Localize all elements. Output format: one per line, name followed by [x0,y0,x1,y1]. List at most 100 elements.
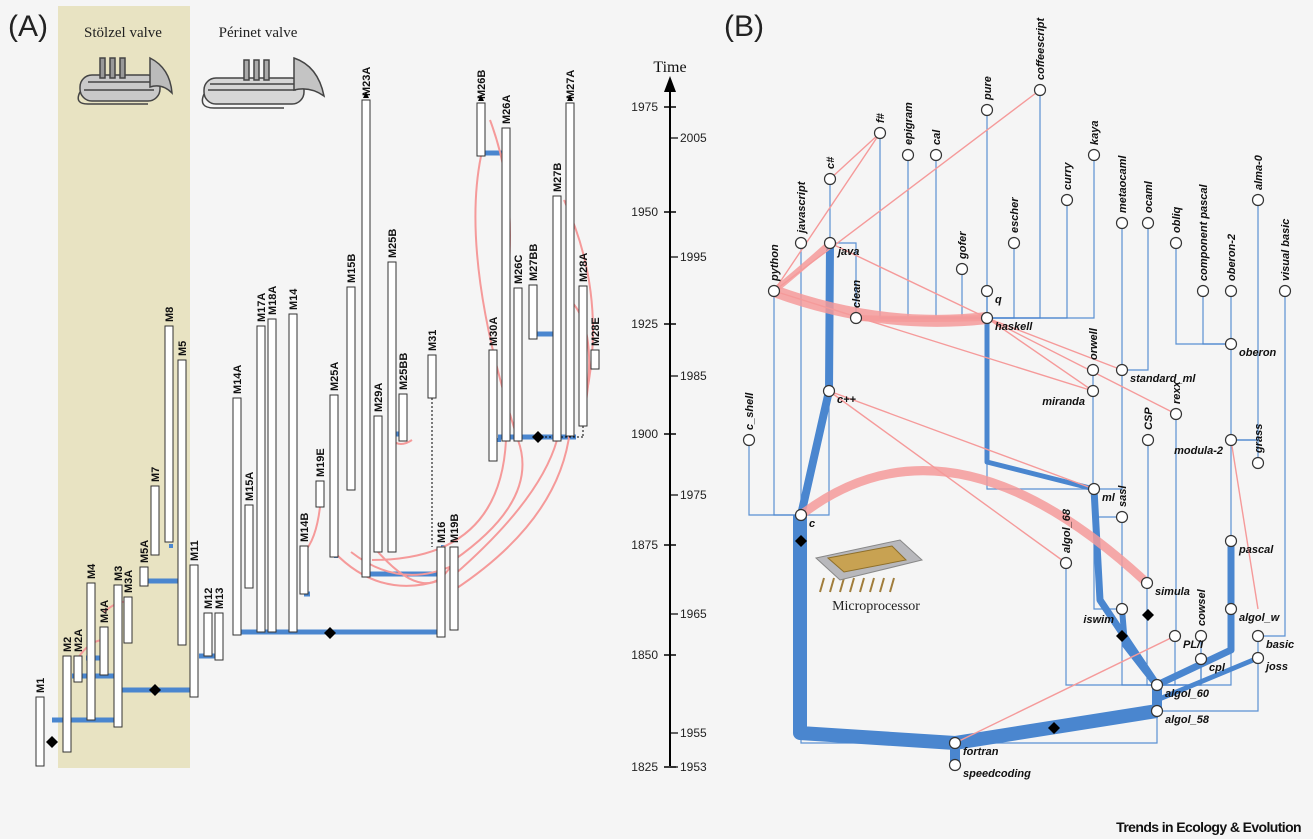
model-label-m14b: M14B [299,513,311,542]
model-bar-m30a [488,349,498,462]
tree-edge-16 [748,440,801,516]
node-c-shell [742,433,756,447]
model-bar-m16 [436,546,446,638]
model-label-m29a: M29A [373,383,385,412]
tree-edge-45 [1202,291,1231,345]
time-left-tick-6: 1825 [631,760,658,774]
lang-label-java: java [836,246,859,258]
lang-label-algol-w: algol_w [1239,612,1281,624]
trunk-4 [1155,541,1235,689]
transfer-thick-3 [855,315,988,322]
model-label-m26c: M26C [513,255,525,284]
model-label-m2: M2 [62,637,74,652]
panel-b-phylogeny: speedcoding fortran algol_58 algol_60 cpl jos… [742,17,1294,780]
node-c- [823,172,837,186]
model-bar-m4a [99,626,109,676]
model-label-m3a: M3A [123,570,135,593]
model-label-m8: M8 [164,307,176,322]
time-left-tick-0: 1975 [631,100,658,114]
innovation-diamond-a-0 [46,736,58,748]
model-bar-m23a [361,99,371,578]
model-label-m5a: M5A [139,540,151,563]
lang-label-ml: ml [1102,492,1116,504]
lang-label-basic: basic [1266,639,1294,651]
node-cpl [1194,652,1208,666]
transfer-thin-11 [1230,439,1259,610]
lang-label-alma-0: alma-0 [1253,154,1265,190]
lang-label-javascript: javascript [796,180,808,235]
node-sasl [1115,510,1129,524]
hybrid-curve-5 [377,551,455,585]
model-label-m23a: M23A [361,67,373,96]
tree-edge-4 [1157,658,1259,712]
lang-label-clean: clean [851,280,863,308]
node-c- [822,384,836,398]
lang-label-modula-2: modula-2 [1174,445,1223,457]
node-miranda [1086,384,1100,398]
model-bar-m14b [299,545,309,595]
model-label-m25b: M25B [387,229,399,258]
model-label-m28a: M28A [578,253,590,282]
node-standard-ml [1115,363,1129,377]
model-label-m27a: M27A [565,70,577,99]
lang-label-sasl: sasl [1117,485,1129,507]
model-label-m4a: M4A [99,600,111,623]
hybrid-curve-10 [371,439,507,561]
model-bar-m31 [427,354,437,399]
lang-label-speedcoding: speedcoding [963,768,1031,780]
model-bar-m27b [552,195,562,442]
model-bar-m18a [267,318,277,633]
transfer-thin-1 [773,89,1041,292]
transfer-thin-9 [773,290,1094,392]
model-label-m2a: M2A [73,629,85,652]
transfer-thin-4 [986,317,1094,392]
time-right-tick-4: 1965 [680,607,707,621]
tree-edge-41 [987,90,1041,319]
model-bar-m5a [139,566,149,587]
node-metaocaml [1115,216,1129,230]
panel-b-label: (B) [724,10,764,43]
innovation-diamond-b-2 [1116,630,1128,642]
lang-label-c-: c++ [837,394,857,406]
innovation-diamond-b-0 [795,535,807,547]
node-oberon [1224,337,1238,351]
node-obliq [1169,236,1183,250]
tree-edge-12 [1065,563,1157,686]
microprocessor-image: Microprocessor [814,539,924,614]
lang-label-orwell: orwell [1088,327,1100,360]
lang-label-oberon-2: oberon-2 [1226,234,1238,281]
time-left-tick-3: 1900 [631,427,658,441]
model-bar-m17a [256,325,266,633]
time-right-tick-5: 1955 [680,726,707,740]
model-bar-m25a [329,394,339,558]
trunk-9 [1119,608,1163,692]
lang-label-visual-basic: visual basic [1280,219,1292,281]
model-label-m27bb: M27BB [528,244,540,281]
microprocessor-label: Microprocessor [832,599,920,614]
perinet-label: Périnet valve [219,25,298,41]
lang-label-component-pascal: component pascal [1198,183,1210,281]
lang-label-q: q [995,294,1002,306]
node-oberon-2 [1224,284,1238,298]
stolzel-trumpet-image [77,56,173,105]
tree-edge-43 [1122,223,1149,371]
lang-label-cowsel: cowsel [1196,588,1208,626]
node-rexx [1169,407,1183,421]
time-right-tick-3: 1975 [680,488,707,502]
lang-label-standard-ml: standard_ml [1130,373,1196,385]
lang-label-fortran: fortran [963,746,999,758]
lang-label-pure: pure [982,76,994,101]
model-label-m31: M31 [427,330,439,351]
lang-label-c-shell: c_shell [744,392,756,430]
lang-label-gofer: gofer [957,231,969,260]
node-escher [1007,236,1021,250]
node-f- [873,126,887,140]
lang-label-coffeescript: coffeescript [1035,17,1047,80]
model-bar-m3 [113,584,123,728]
transfer-thin-8 [954,635,1176,744]
model-label-m14a: M14A [232,365,244,394]
trunk-6 [984,318,1095,492]
lang-label-iswim: iswim [1083,614,1114,626]
trunk-8 [1156,655,1259,703]
